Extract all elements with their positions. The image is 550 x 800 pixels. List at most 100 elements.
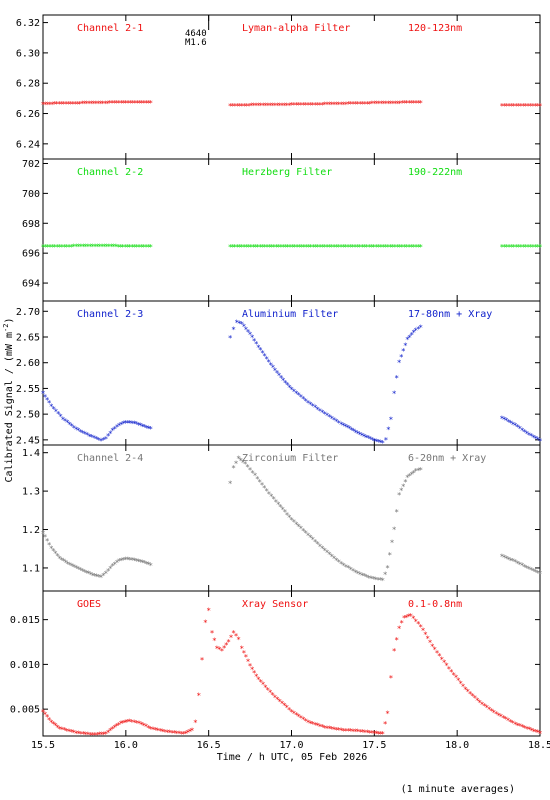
data-point: * bbox=[240, 102, 245, 111]
data-point: * bbox=[384, 436, 389, 445]
data-point: * bbox=[270, 102, 275, 111]
data-point: * bbox=[317, 101, 322, 110]
data-point: * bbox=[76, 427, 81, 436]
data-point: * bbox=[287, 513, 292, 522]
data-point: * bbox=[284, 704, 289, 713]
data-point: * bbox=[139, 721, 144, 730]
data-point: * bbox=[230, 102, 235, 111]
data-point: * bbox=[116, 721, 121, 730]
data-point: * bbox=[517, 425, 522, 434]
data-point: * bbox=[350, 243, 355, 252]
data-point: * bbox=[387, 551, 392, 560]
data-point: * bbox=[108, 727, 113, 736]
data-point: * bbox=[360, 243, 365, 252]
data-point: * bbox=[395, 99, 400, 108]
data-point: * bbox=[239, 320, 244, 329]
data-point: * bbox=[385, 564, 390, 573]
data-point: * bbox=[244, 325, 249, 334]
data-point: * bbox=[277, 101, 282, 110]
panel-channel-2-1: 6.24 6.26 6.28 6.30 6.32 Channel 2-1 Lyman-alp… bbox=[16, 14, 543, 160]
data-point: * bbox=[341, 243, 346, 252]
data-point: * bbox=[287, 383, 292, 392]
data-point: * bbox=[515, 559, 520, 568]
data-point: * bbox=[262, 243, 267, 252]
data-point: * bbox=[371, 243, 376, 252]
data-series-segment: ***************** bbox=[499, 243, 542, 252]
data-point: * bbox=[299, 714, 304, 723]
data-point: * bbox=[215, 644, 220, 653]
data-point: * bbox=[289, 385, 294, 394]
data-point: * bbox=[94, 573, 99, 582]
data-point: * bbox=[320, 544, 325, 553]
data-point: * bbox=[58, 413, 63, 422]
data-point: * bbox=[144, 560, 149, 569]
data-point: * bbox=[527, 431, 532, 440]
data-point: * bbox=[508, 419, 513, 428]
data-point: * bbox=[374, 100, 379, 109]
data-point: * bbox=[110, 427, 115, 436]
data-point: * bbox=[269, 243, 274, 252]
data-point: * bbox=[260, 243, 265, 252]
data-point: * bbox=[127, 243, 132, 252]
data-point: * bbox=[111, 243, 116, 252]
data-series-segment: ****************** bbox=[499, 552, 542, 578]
data-point: * bbox=[517, 560, 522, 569]
data-point: * bbox=[515, 423, 520, 432]
data-point: * bbox=[402, 614, 407, 623]
data-point: * bbox=[507, 102, 512, 111]
data-point: * bbox=[339, 420, 344, 429]
data-point: * bbox=[418, 324, 423, 333]
data-point: * bbox=[62, 243, 67, 252]
data-point: * bbox=[269, 492, 274, 501]
data-point: * bbox=[155, 726, 160, 735]
data-point: * bbox=[353, 428, 358, 437]
data-point: * bbox=[329, 725, 334, 734]
data-series-segment: ****************************************… bbox=[41, 99, 154, 110]
data-point: * bbox=[114, 99, 119, 108]
data-point: * bbox=[141, 99, 146, 108]
data-point: * bbox=[403, 478, 408, 487]
x-tick-label: 17.0 bbox=[279, 740, 303, 751]
data-point: * bbox=[148, 725, 153, 734]
data-point: * bbox=[511, 420, 516, 429]
data-point: * bbox=[372, 729, 377, 738]
data-point: * bbox=[117, 99, 122, 108]
y-tick-label: 2.50 bbox=[16, 410, 40, 421]
data-point: * bbox=[232, 102, 237, 111]
data-point: * bbox=[248, 330, 253, 339]
data-point: * bbox=[303, 717, 308, 726]
data-point: * bbox=[228, 102, 233, 111]
data-point: * bbox=[313, 404, 318, 413]
data-point: * bbox=[144, 424, 149, 433]
data-point: * bbox=[160, 727, 165, 736]
data-point: * bbox=[310, 536, 315, 545]
data-point: * bbox=[49, 545, 54, 554]
data-point: * bbox=[217, 646, 222, 655]
y-tick-label: 0.005 bbox=[10, 705, 40, 716]
data-point: * bbox=[418, 243, 423, 252]
data-point: * bbox=[283, 379, 288, 388]
data-point: * bbox=[437, 652, 442, 661]
data-point: * bbox=[499, 102, 504, 111]
data-point: * bbox=[97, 731, 102, 740]
data-point: * bbox=[43, 100, 48, 109]
data-point: * bbox=[78, 566, 83, 575]
data-point: * bbox=[310, 402, 315, 411]
data-point: * bbox=[68, 561, 73, 570]
data-point: * bbox=[106, 432, 111, 441]
data-point: * bbox=[270, 691, 275, 700]
data-point: * bbox=[68, 100, 73, 109]
data-point: * bbox=[522, 724, 527, 733]
data-point: * bbox=[369, 243, 374, 252]
data-point: * bbox=[408, 612, 413, 621]
y-tick-label: 2.65 bbox=[16, 333, 40, 344]
data-point: * bbox=[278, 243, 283, 252]
data-point: * bbox=[67, 727, 72, 736]
data-point: * bbox=[377, 100, 382, 109]
data-point: * bbox=[278, 503, 283, 512]
data-point: * bbox=[45, 713, 50, 722]
data-point: * bbox=[148, 243, 153, 252]
data-point: * bbox=[418, 466, 423, 475]
data-point: * bbox=[285, 381, 290, 390]
data-point: * bbox=[367, 243, 372, 252]
